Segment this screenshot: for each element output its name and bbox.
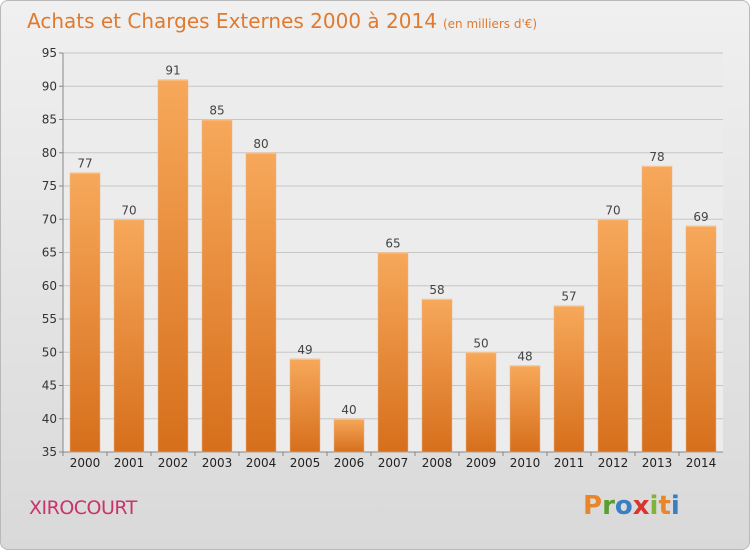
data-label-2007: 65 bbox=[385, 237, 400, 251]
logo-letter: o bbox=[614, 491, 633, 521]
bar-2012 bbox=[597, 219, 629, 453]
logo-letter: r bbox=[602, 491, 615, 521]
bar-2011 bbox=[553, 305, 585, 453]
y-tick-label: 65 bbox=[42, 246, 57, 260]
bar-2001 bbox=[113, 219, 145, 453]
commune-name: XIROCOURT bbox=[29, 497, 137, 519]
bars bbox=[69, 79, 717, 453]
axes: 35 40 45 50 55 60 65 70 75 80 85 90 95 2000 2001 2002 20… bbox=[42, 46, 723, 470]
bar-2007 bbox=[377, 252, 409, 453]
bar-2005 bbox=[289, 358, 321, 453]
chart-title-text: Achats et Charges Externes 2000 à 2014 bbox=[27, 9, 437, 33]
bar-2004 bbox=[245, 152, 277, 453]
bar-2000 bbox=[69, 172, 101, 453]
data-label-2009: 50 bbox=[473, 336, 488, 350]
data-label-2012: 70 bbox=[605, 203, 620, 217]
x-tick-label-2006: 2006 bbox=[334, 456, 365, 470]
data-label-2013: 78 bbox=[649, 150, 664, 164]
data-label-2014: 69 bbox=[693, 210, 708, 224]
y-tick-label: 45 bbox=[42, 379, 57, 393]
logo-letter: i bbox=[649, 491, 659, 521]
bar-2013 bbox=[641, 165, 673, 453]
y-tick-label: 80 bbox=[42, 146, 57, 160]
x-tick-label-2008: 2008 bbox=[422, 456, 453, 470]
x-tick-label-2005: 2005 bbox=[290, 456, 321, 470]
data-label-2002: 91 bbox=[165, 64, 180, 78]
y-tick-label: 35 bbox=[42, 445, 57, 459]
x-tick-label-2012: 2012 bbox=[598, 456, 629, 470]
y-tick-label: 75 bbox=[42, 179, 57, 193]
data-label-2000: 77 bbox=[77, 157, 92, 171]
logo-letter: t bbox=[658, 491, 671, 521]
bar-2008 bbox=[421, 298, 453, 453]
logo-letter: i bbox=[670, 491, 680, 521]
chart-title: Achats et Charges Externes 2000 à 2014 (e… bbox=[27, 9, 537, 33]
x-tick-label-2009: 2009 bbox=[466, 456, 497, 470]
bar-2006 bbox=[333, 418, 365, 453]
bar-2014 bbox=[685, 225, 717, 453]
bar-2010 bbox=[509, 365, 541, 453]
data-label-2011: 57 bbox=[561, 290, 576, 304]
data-label-2003: 85 bbox=[209, 104, 224, 118]
y-tick-label: 40 bbox=[42, 412, 57, 426]
x-tick-label-2003: 2003 bbox=[202, 456, 233, 470]
y-tick-label: 50 bbox=[42, 345, 57, 359]
data-label-2008: 58 bbox=[429, 283, 444, 297]
data-label-2010: 48 bbox=[517, 350, 532, 364]
y-tick-label: 85 bbox=[42, 113, 57, 127]
x-tick-label-2011: 2011 bbox=[554, 456, 585, 470]
y-tick-label: 70 bbox=[42, 212, 57, 226]
data-labels: 77 70 91 85 80 49 40 65 58 50 48 57 70 78 69 bbox=[77, 64, 708, 417]
data-label-2004: 80 bbox=[253, 137, 268, 151]
data-label-2005: 49 bbox=[297, 343, 312, 357]
x-tick-label-2004: 2004 bbox=[246, 456, 277, 470]
x-tick-label-2014: 2014 bbox=[686, 456, 717, 470]
chart-unit: (en milliers d'€) bbox=[442, 17, 538, 31]
x-tick-label-2001: 2001 bbox=[114, 456, 145, 470]
bar-2003 bbox=[201, 119, 233, 453]
data-label-2006: 40 bbox=[341, 403, 356, 417]
x-tick-label-2000: 2000 bbox=[70, 456, 101, 470]
data-label-2001: 70 bbox=[121, 203, 136, 217]
logo-letters: Proxiti bbox=[583, 491, 680, 521]
x-tick-label-2013: 2013 bbox=[642, 456, 673, 470]
logo-letter: x bbox=[632, 491, 650, 521]
bar-2002 bbox=[157, 79, 189, 453]
x-tick-label-2002: 2002 bbox=[158, 456, 189, 470]
y-tick-label: 95 bbox=[42, 46, 57, 60]
bar-2009 bbox=[465, 352, 497, 453]
x-tick-label-2007: 2007 bbox=[378, 456, 409, 470]
y-tick-label: 55 bbox=[42, 312, 57, 326]
x-tick-label-2010: 2010 bbox=[510, 456, 541, 470]
logo-letter: P bbox=[583, 491, 603, 521]
proxiti-logo[interactable]: Proxiti bbox=[583, 491, 680, 521]
y-tick-label: 60 bbox=[42, 279, 57, 293]
y-tick-label: 90 bbox=[42, 79, 57, 93]
